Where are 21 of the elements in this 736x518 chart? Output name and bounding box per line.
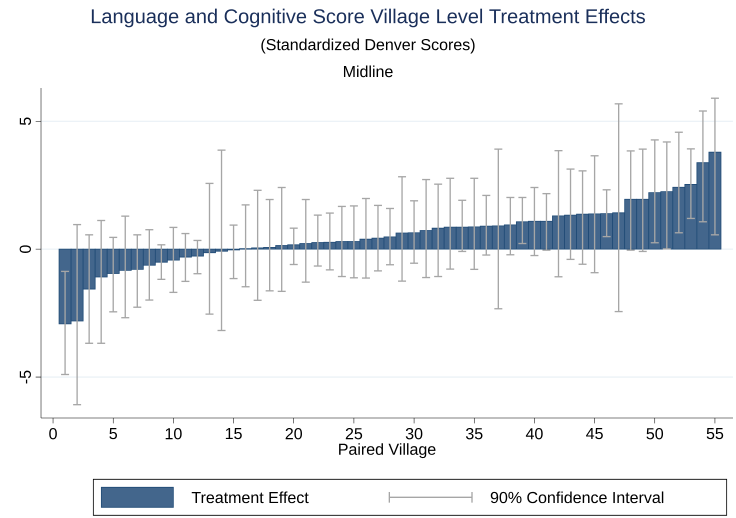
x-tick-label: 35	[466, 428, 482, 440]
chart-title: Language and Cognitive Score Village Level Treatment Effects	[92, 8, 645, 28]
x-tick-label: 0	[49, 428, 57, 440]
x-tick-label: 10	[166, 428, 182, 440]
x-tick-label: 5	[109, 428, 117, 440]
x-tick-label: 20	[286, 428, 302, 440]
x-tick-label: 15	[226, 428, 242, 440]
x-tick-label: 25	[346, 428, 362, 440]
x-tick-label: 45	[586, 428, 603, 440]
text: Midline	[344, 65, 393, 78]
y-tick-label: 0	[20, 245, 31, 253]
legend-label: Treatment Effect	[192, 491, 309, 504]
x-tick-label: 50	[646, 428, 664, 440]
chart-subtitle: (Standardized Denver Scores)	[261, 38, 475, 54]
x-tick-label: 40	[526, 428, 543, 440]
y-tick-label: -5	[20, 370, 31, 384]
text: 90% Confidence Interval	[490, 491, 664, 504]
y-tick-label: 5	[20, 117, 31, 126]
x-axis-title: Paired Village	[339, 443, 436, 458]
x-tick-label: 55	[706, 428, 724, 440]
x-tick-label: 30	[406, 428, 422, 440]
